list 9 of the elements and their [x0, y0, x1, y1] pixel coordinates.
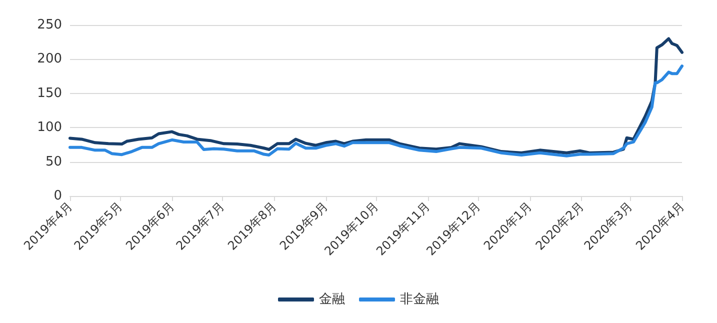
y-tick-label: 50: [45, 154, 62, 170]
y-tick-label: 100: [37, 120, 62, 136]
y-tick-label: 200: [37, 52, 62, 67]
y-tick-label: 250: [37, 18, 62, 32]
legend-label: 金融: [319, 292, 345, 307]
y-tick-label: 150: [37, 86, 62, 101]
line-series: [68, 64, 684, 158]
y-tick-label: 0: [54, 188, 62, 204]
legend-label: 非金融: [400, 292, 439, 307]
